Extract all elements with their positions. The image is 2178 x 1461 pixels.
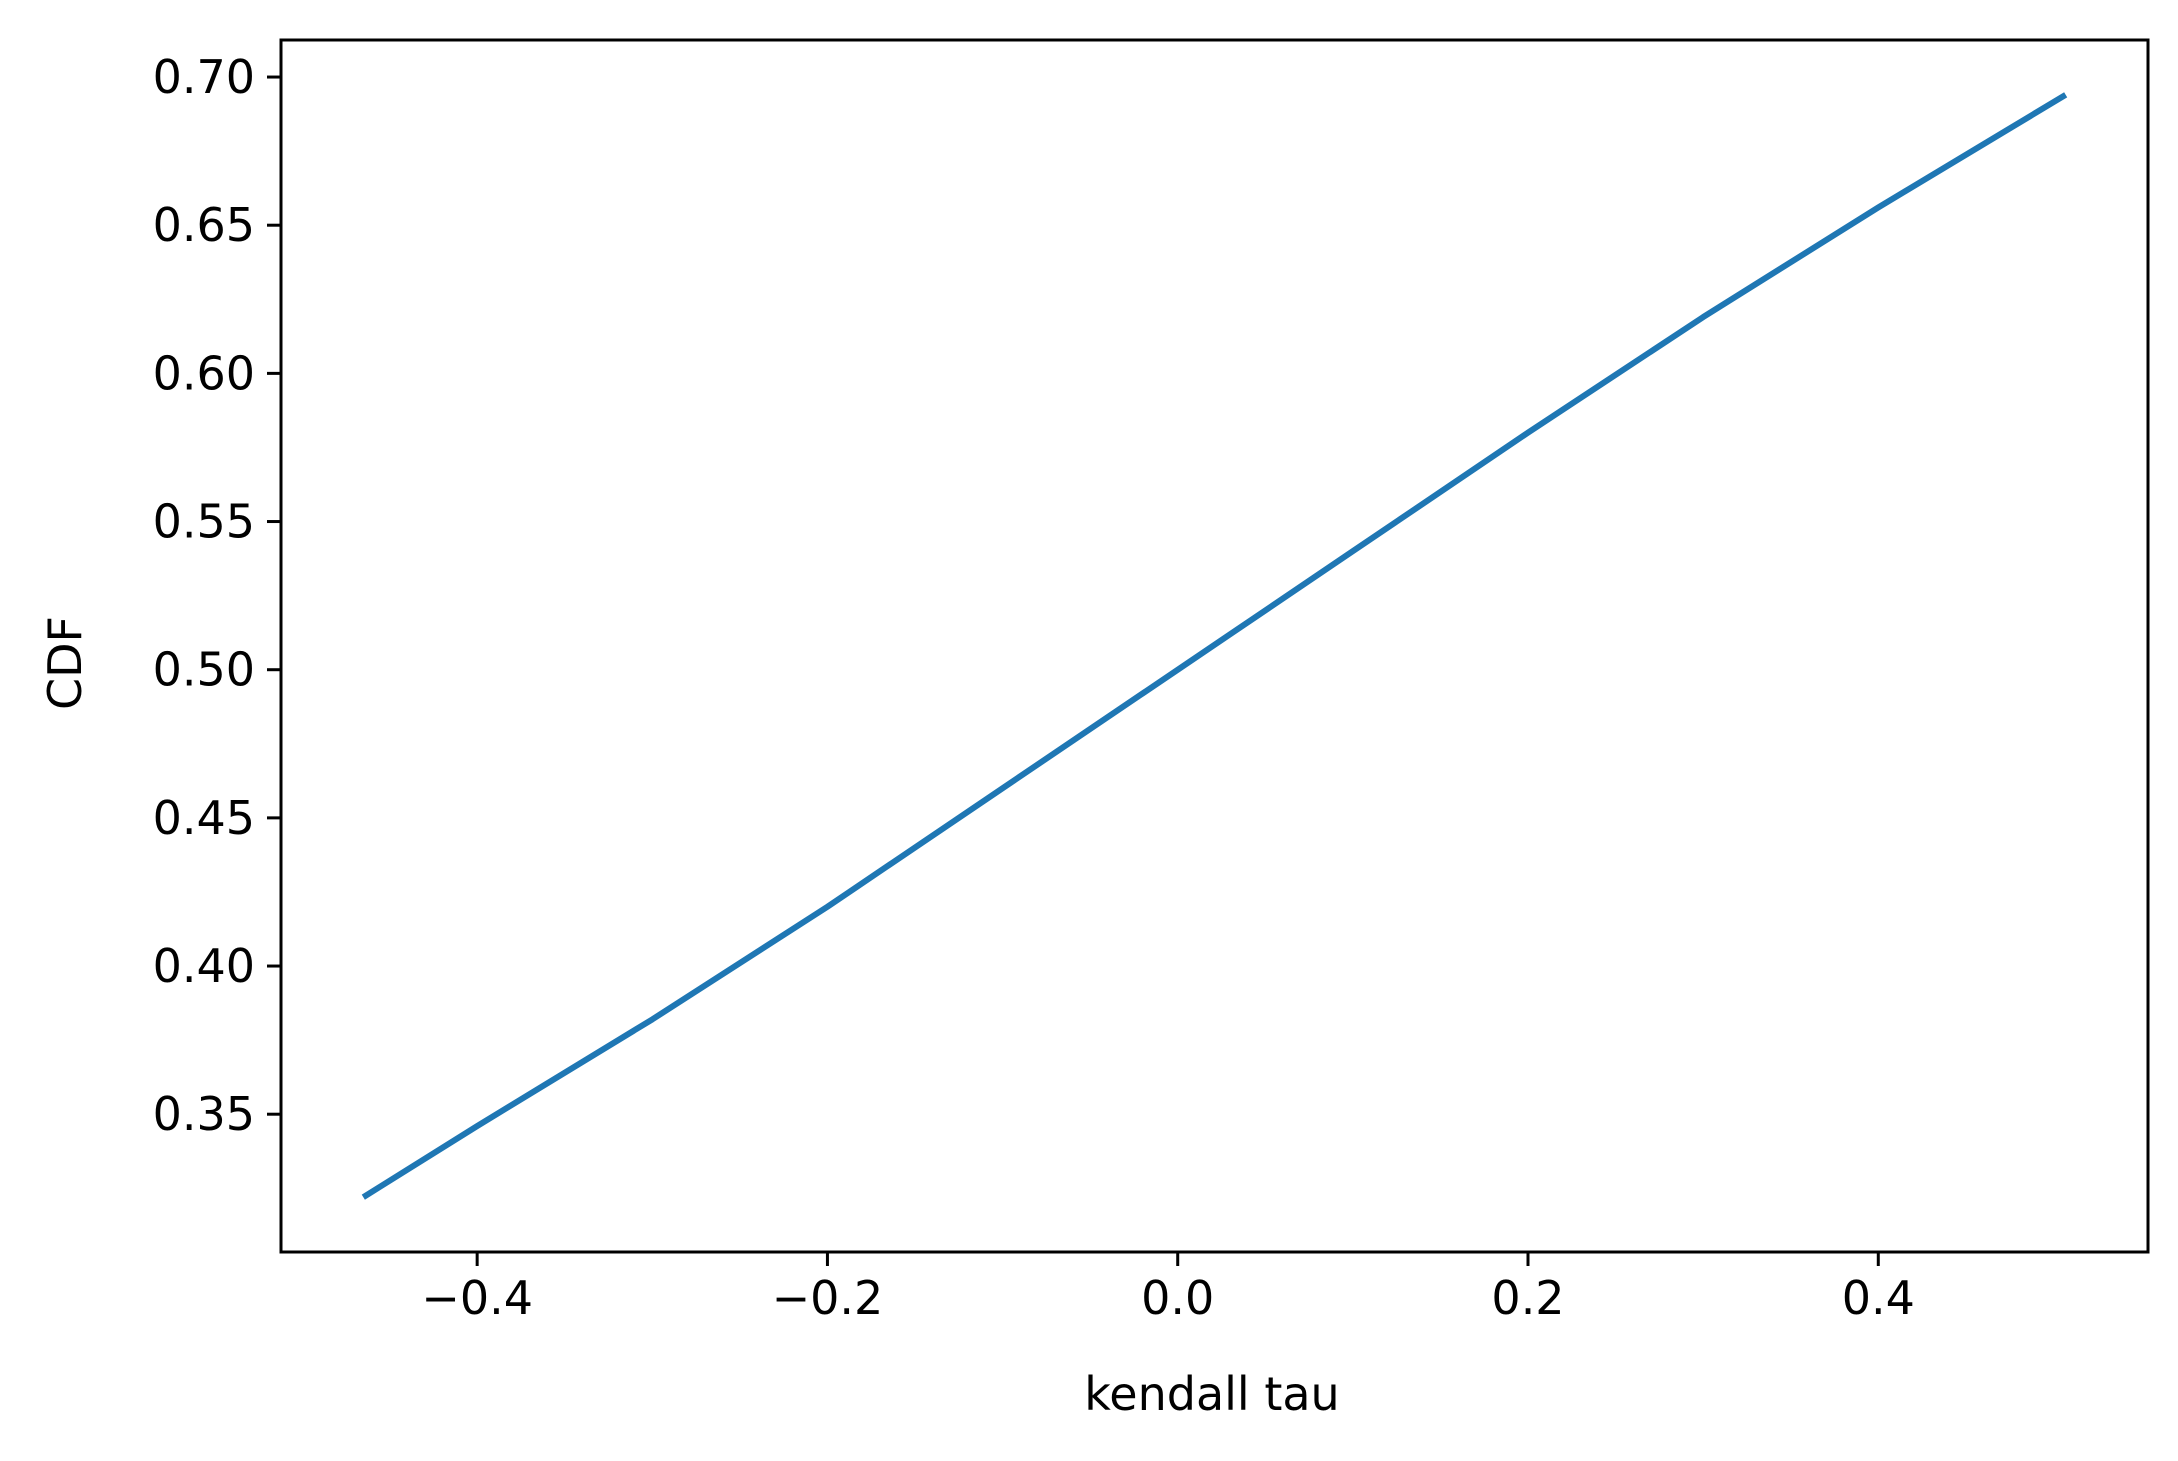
y-tick-label: 0.50 [153,643,255,697]
y-tick-label: 0.40 [153,939,255,993]
x-axis-label: kendall tau [1084,1367,1339,1421]
y-tick-label: 0.35 [153,1087,255,1141]
x-tick-label: −0.2 [772,1271,884,1325]
y-tick-label: 0.60 [153,346,255,400]
plot-frame [279,38,2150,1254]
y-tick-label: 0.45 [153,791,255,845]
y-tick-label: 0.55 [153,495,255,549]
x-tick-label: 0.2 [1491,1271,1564,1325]
y-axis-label: CDF [38,616,92,710]
x-tick-label: 0.4 [1842,1271,1915,1325]
y-tick-label: 0.70 [153,50,255,104]
x-tick-label: 0.0 [1141,1271,1214,1325]
y-tick-label: 0.65 [153,198,255,252]
x-tick-label: −0.4 [421,1271,533,1325]
series-line-0 [361,92,2068,1200]
